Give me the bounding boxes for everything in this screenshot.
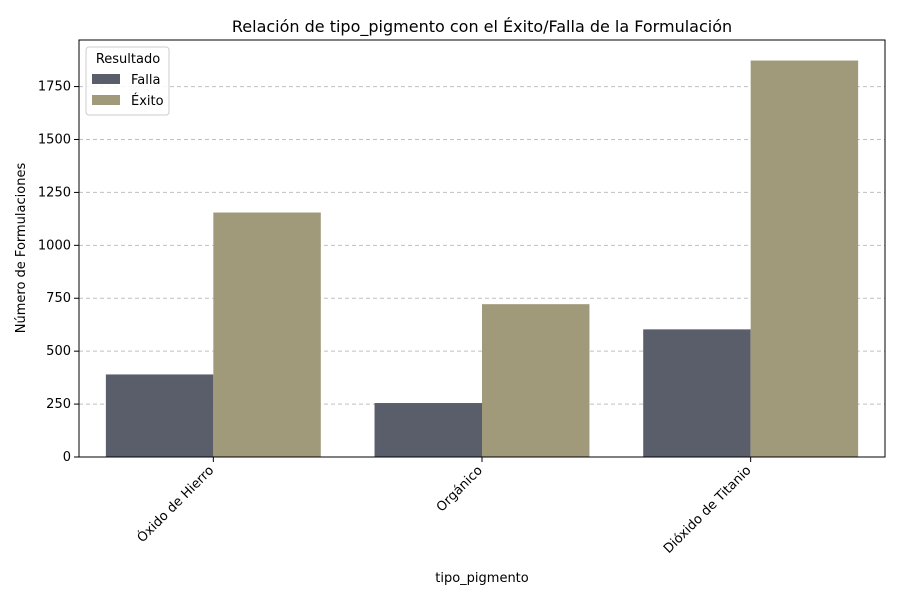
y-axis: 0 250 500 750 1000 1250 1500 1750 <box>38 80 79 465</box>
y-tick-label: 500 <box>46 344 71 359</box>
x-axis: Óxido de Hierro Orgánico Dióxido de Titani… <box>134 457 755 557</box>
x-axis-label: tipo_pigmento <box>435 571 529 586</box>
legend-title: Resultado <box>96 52 160 67</box>
legend: Resultado Falla Éxito <box>85 46 170 116</box>
y-tick-label: 0 <box>63 450 71 465</box>
legend-label-exito: Éxito <box>131 93 164 109</box>
y-axis-label: Número de Formulaciones <box>14 163 29 334</box>
bar-exito <box>750 60 859 458</box>
legend-swatch-exito <box>92 95 120 105</box>
bar-falla <box>105 374 214 457</box>
legend-label-falla: Falla <box>131 73 160 88</box>
bar-exito <box>213 212 321 457</box>
bar-exito <box>482 304 590 457</box>
legend-swatch-falla <box>92 74 120 84</box>
bar-falla <box>643 329 751 457</box>
x-tick-label: Orgánico <box>434 463 486 515</box>
bars <box>105 60 859 458</box>
y-tick-label: 250 <box>46 397 71 412</box>
bar-falla <box>374 403 482 457</box>
y-tick-label: 1750 <box>38 80 71 95</box>
chart-title: Relación de tipo_pigmento con el Éxito/F… <box>232 17 732 37</box>
y-tick-label: 750 <box>46 291 71 306</box>
y-tick-label: 1000 <box>38 238 71 253</box>
y-tick-label: 1500 <box>38 132 71 147</box>
x-tick-label: Óxido de Hierro <box>134 462 217 545</box>
x-tick-label: Dióxido de Titanio <box>661 463 755 557</box>
y-tick-label: 1250 <box>38 185 71 200</box>
